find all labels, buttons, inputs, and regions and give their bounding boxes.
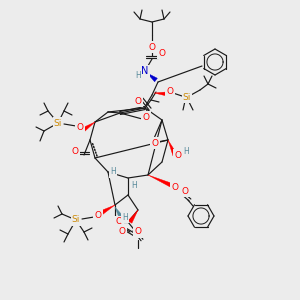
Polygon shape [115,207,123,218]
Polygon shape [82,122,95,132]
Text: H: H [135,71,141,80]
Text: H: H [131,182,137,190]
Text: O: O [71,148,79,157]
Text: O: O [148,43,155,52]
Text: O: O [158,49,166,58]
Text: Si: Si [54,118,62,127]
Text: N: N [141,66,149,76]
Polygon shape [168,140,177,156]
Text: O: O [116,218,122,226]
Text: H: H [122,212,128,221]
Text: O: O [142,112,149,122]
Text: H: H [183,146,189,155]
Polygon shape [154,92,168,96]
Text: O: O [167,88,173,97]
Text: O: O [182,187,188,196]
Polygon shape [148,175,174,188]
Text: O: O [152,139,158,148]
Text: O: O [172,184,178,193]
Text: O: O [134,227,142,236]
Text: O: O [76,124,83,133]
Text: O: O [134,97,142,106]
Text: O: O [118,227,125,236]
Polygon shape [147,73,158,82]
Text: H: H [110,167,116,176]
Text: O: O [175,151,182,160]
Polygon shape [100,205,115,215]
Polygon shape [128,210,138,223]
Text: Si: Si [72,215,80,224]
Text: Si: Si [183,92,191,101]
Text: O: O [94,211,101,220]
